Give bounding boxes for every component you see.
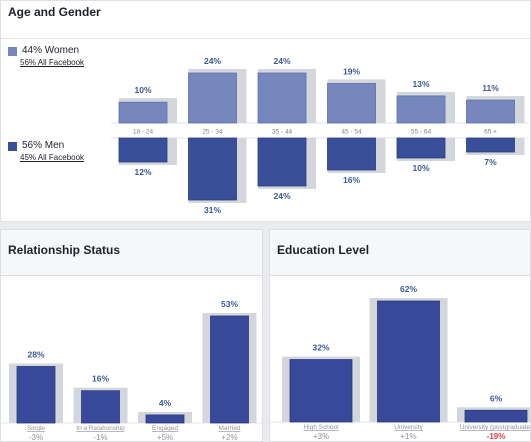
category-label: University (postgraduate) (460, 424, 531, 431)
education-chart: 32% High School+3% 62% University+1% 6% Unive… (270, 284, 531, 441)
value-label: 28% (27, 349, 44, 359)
age-category-label: 55 - 64 (411, 129, 432, 136)
women-bar (466, 99, 515, 124)
comparison-label: +1% (400, 432, 416, 441)
relationship-panel: Relationship Status 28% Single -3% 16% In a … (0, 229, 263, 442)
men-value-label: 31% (204, 205, 221, 215)
category-label: Single (27, 425, 45, 432)
relationship-chart: 28% Single-3% 16% In a Relationship-1% 4% Eng… (1, 299, 262, 442)
category-label: University (394, 424, 423, 431)
men-bar (466, 137, 515, 153)
men-bar (327, 137, 376, 171)
bar (210, 315, 249, 424)
men-value-label: 7% (484, 157, 497, 167)
men-value-label: 10% (412, 163, 429, 173)
comparison-label: +2% (221, 433, 237, 442)
women-bar (257, 72, 307, 124)
age-category-label: 45 - 54 (341, 129, 362, 136)
value-label: 4% (159, 398, 172, 408)
men-bar (118, 137, 168, 163)
men-value-label: 24% (273, 191, 290, 201)
category-label: Married (218, 425, 240, 432)
relationship-title: Relationship Status (8, 243, 121, 257)
comparison-label: +5% (157, 433, 173, 442)
women-value-label: 19% (343, 66, 360, 76)
age-gender-title: Age and Gender (8, 5, 101, 19)
men-swatch (8, 142, 17, 151)
men-bar (188, 137, 237, 201)
bar (145, 414, 185, 424)
comparison-label: -1% (93, 433, 107, 442)
age-category-label: 35 - 44 (272, 129, 293, 136)
men-value-label: 16% (343, 175, 360, 185)
men-all-facebook-link[interactable]: 45% All Facebook (20, 153, 85, 162)
women-legend-label: 44% Women (22, 45, 80, 56)
age-axis-strip (111, 123, 529, 138)
comparison-label: -3% (29, 433, 43, 442)
women-bar (396, 95, 446, 124)
women-value-label: 13% (412, 79, 429, 89)
value-label: 62% (400, 284, 417, 294)
bar (16, 366, 56, 424)
women-bar (188, 72, 237, 124)
value-label: 53% (221, 299, 238, 309)
category-label: Engaged (152, 425, 178, 432)
women-value-label: 24% (204, 56, 221, 66)
bar (289, 359, 353, 423)
category-label: In a Relationship (76, 425, 125, 432)
education-title: Education Level (277, 243, 370, 257)
category-label: High School (303, 424, 339, 431)
education-panel: Education Level 32% High School +3% 62% Univ… (269, 229, 531, 442)
women-bar (118, 101, 168, 124)
bar (81, 390, 120, 424)
men-legend-label: 56% Men (22, 140, 65, 151)
value-label: 32% (312, 343, 329, 353)
comparison-label: -19% (487, 432, 506, 441)
age-gender-panel: Age and Gender 44% Women 56% All Faceboo… (0, 0, 531, 222)
comparison-label: +3% (313, 432, 329, 441)
age-gender-header: Age and Gender (1, 1, 530, 39)
women-bar (327, 83, 376, 124)
age-gender-chart: 10% 12% 18 - 24 24% 31% 25 - 34 24% 24% 35 - 44 1… (111, 56, 529, 215)
education-header: Education Level (270, 230, 530, 276)
bar (464, 409, 528, 423)
age-category-label: 18 - 24 (133, 129, 154, 136)
women-swatch (8, 47, 17, 56)
women-value-label: 24% (273, 56, 290, 66)
bar (377, 300, 440, 423)
relationship-header: Relationship Status (1, 230, 262, 276)
men-value-label: 12% (134, 167, 151, 177)
value-label: 16% (92, 374, 109, 384)
age-category-label: 65 + (484, 129, 497, 136)
women-value-label: 10% (134, 85, 151, 95)
women-all-facebook-link[interactable]: 56% All Facebook (20, 58, 85, 67)
women-value-label: 11% (482, 83, 499, 93)
age-category-label: 25 - 34 (202, 129, 223, 136)
men-bar (257, 137, 307, 187)
men-bar (396, 137, 446, 159)
value-label: 6% (490, 393, 503, 403)
